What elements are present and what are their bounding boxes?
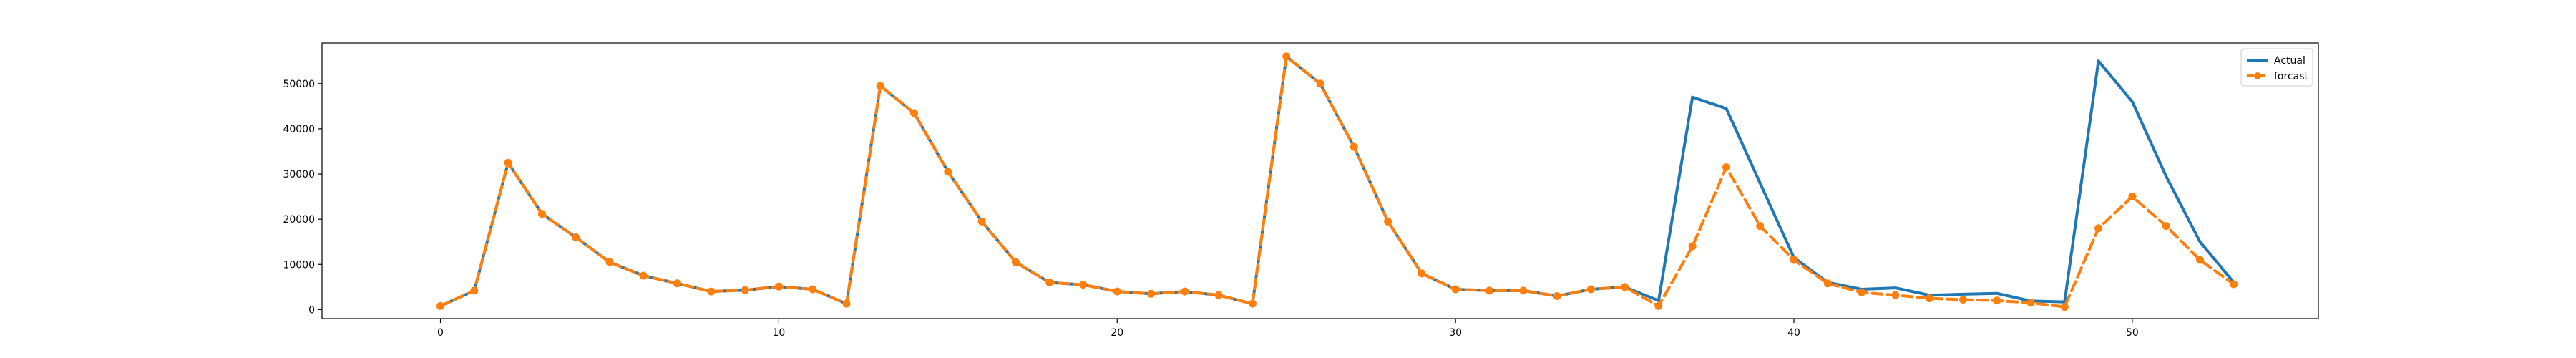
data-point-forcast (1282, 52, 1291, 61)
x-tick-label: 10 (772, 327, 785, 339)
data-point-forcast (1688, 242, 1697, 251)
data-point-forcast (1823, 279, 1832, 288)
data-point-forcast (876, 82, 884, 90)
data-point-forcast (910, 109, 919, 117)
x-tick-label: 50 (2126, 327, 2139, 339)
legend-marker (2254, 72, 2261, 79)
y-tick-label: 0 (308, 304, 315, 316)
data-point-forcast (1891, 291, 1900, 299)
plot-area: 0 10 20 30 40 50 0 10000 20000 30000 40000 50000 (283, 42, 2319, 339)
data-point-forcast (1958, 295, 1967, 304)
data-point-forcast (2195, 256, 2204, 264)
x-tick-label: 40 (1787, 327, 1800, 339)
data-point-forcast (1722, 163, 1730, 172)
series-line-forcast (439, 54, 2235, 309)
x-tick-label: 20 (1111, 327, 1123, 339)
data-point-forcast (1586, 285, 1595, 294)
data-point-forcast (774, 282, 783, 291)
data-point-forcast (1621, 283, 1629, 291)
x-tick-label: 30 (1449, 327, 1462, 339)
data-point-forcast (1519, 286, 1528, 295)
y-tick-label: 20000 (283, 214, 315, 226)
data-point-forcast (639, 271, 648, 280)
data-point-forcast (1553, 291, 1561, 300)
data-point-forcast (707, 287, 716, 296)
series-layer (436, 52, 2238, 311)
data-point-forcast (1654, 301, 1663, 310)
data-point-forcast (842, 299, 851, 308)
data-point-forcast (1079, 281, 1088, 289)
data-point-forcast (1147, 289, 1156, 298)
data-point-forcast (1418, 269, 1426, 278)
data-point-forcast (470, 286, 479, 295)
data-point-forcast (2230, 280, 2238, 289)
data-point-forcast (1485, 286, 1493, 295)
x-axis: 0 10 20 30 40 50 (437, 319, 2139, 339)
data-point-forcast (1756, 222, 1765, 231)
data-point-forcast (1384, 217, 1392, 226)
x-tick-label: 0 (437, 327, 444, 339)
data-point-forcast (572, 233, 580, 241)
data-point-forcast (1011, 258, 1020, 266)
data-point-forcast (1925, 294, 1933, 303)
data-point-forcast (1790, 256, 1798, 264)
data-point-forcast (1113, 287, 1121, 296)
data-point-forcast (673, 279, 682, 288)
data-point-forcast (1993, 296, 2001, 305)
y-tick-label: 50000 (283, 79, 315, 90)
data-point-forcast (2026, 299, 2035, 307)
data-point-forcast (1858, 288, 1866, 296)
data-point-forcast (1214, 291, 1223, 299)
legend-label-forcast: forcast (2274, 71, 2309, 82)
plot-frame (321, 42, 2319, 319)
data-point-forcast (741, 286, 749, 294)
data-point-forcast (2060, 303, 2069, 311)
y-tick-label: 30000 (283, 169, 315, 180)
data-point-forcast (504, 158, 512, 167)
data-point-forcast (436, 301, 445, 310)
legend-label-actual: Actual (2274, 55, 2306, 67)
data-point-forcast (2094, 224, 2103, 233)
data-point-forcast (1451, 285, 1460, 294)
legend: Actual forcast (2240, 48, 2313, 87)
data-point-forcast (1248, 299, 1257, 308)
data-point-forcast (1181, 287, 1189, 296)
data-point-forcast (944, 168, 952, 176)
series-line-actual (439, 54, 2235, 308)
data-point-forcast (1350, 142, 1358, 151)
data-point-forcast (809, 285, 817, 294)
data-point-forcast (537, 210, 546, 218)
y-axis: 0 10000 20000 30000 40000 50000 (283, 79, 322, 316)
y-tick-label: 10000 (283, 259, 315, 271)
y-tick-label: 40000 (283, 124, 315, 135)
data-point-forcast (605, 258, 614, 266)
data-point-forcast (1316, 79, 1324, 88)
data-point-forcast (2128, 193, 2137, 201)
data-point-forcast (1045, 279, 1054, 287)
data-point-forcast (2162, 222, 2170, 231)
data-point-forcast (977, 217, 986, 226)
